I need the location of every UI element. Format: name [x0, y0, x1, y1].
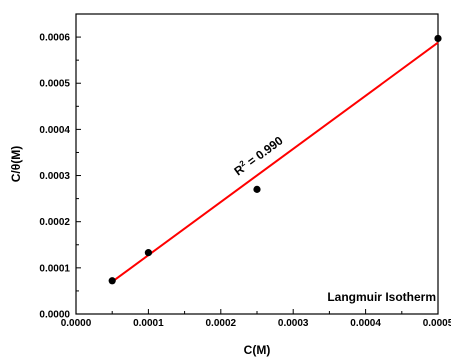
x-tick-label: 0.0005	[423, 318, 451, 329]
data-point	[253, 185, 261, 193]
data-point	[144, 249, 152, 257]
data-points	[108, 34, 442, 285]
axis-ticks: 0.0000 0.0001 0.0002 0.0003 0.0004 0.0005 0.00…	[39, 33, 451, 329]
x-tick-label: 0.0002	[206, 318, 237, 329]
r-squared-value: = 0.990	[242, 133, 286, 170]
x-tick-label: 0.0000	[61, 318, 92, 329]
y-tick-label: 0.0000	[39, 310, 70, 321]
y-tick-label: 0.0002	[39, 217, 70, 228]
x-tick-label: 0.0004	[350, 318, 381, 329]
x-tick-label: 0.0001	[133, 318, 164, 329]
x-axis-label: C(M)	[244, 343, 271, 357]
y-tick-label: 0.0003	[39, 171, 70, 182]
x-tick-label: 0.0003	[278, 318, 309, 329]
fit-line-group	[111, 41, 439, 283]
r-squared-superscript: 2	[238, 158, 247, 168]
data-point	[434, 34, 442, 43]
r-squared-annotation: R2 = 0.990	[231, 132, 286, 178]
langmuir-isotherm-label: Langmuir Isotherm	[327, 290, 436, 304]
y-axis-label: C/θ(M)	[9, 146, 23, 182]
y-tick-label: 0.0004	[39, 125, 70, 136]
data-point	[108, 277, 116, 285]
y-tick-label: 0.0005	[39, 79, 70, 90]
fit-line	[111, 41, 439, 283]
y-tick-label: 0.0001	[39, 263, 70, 274]
y-tick-label: 0.0006	[39, 33, 70, 44]
